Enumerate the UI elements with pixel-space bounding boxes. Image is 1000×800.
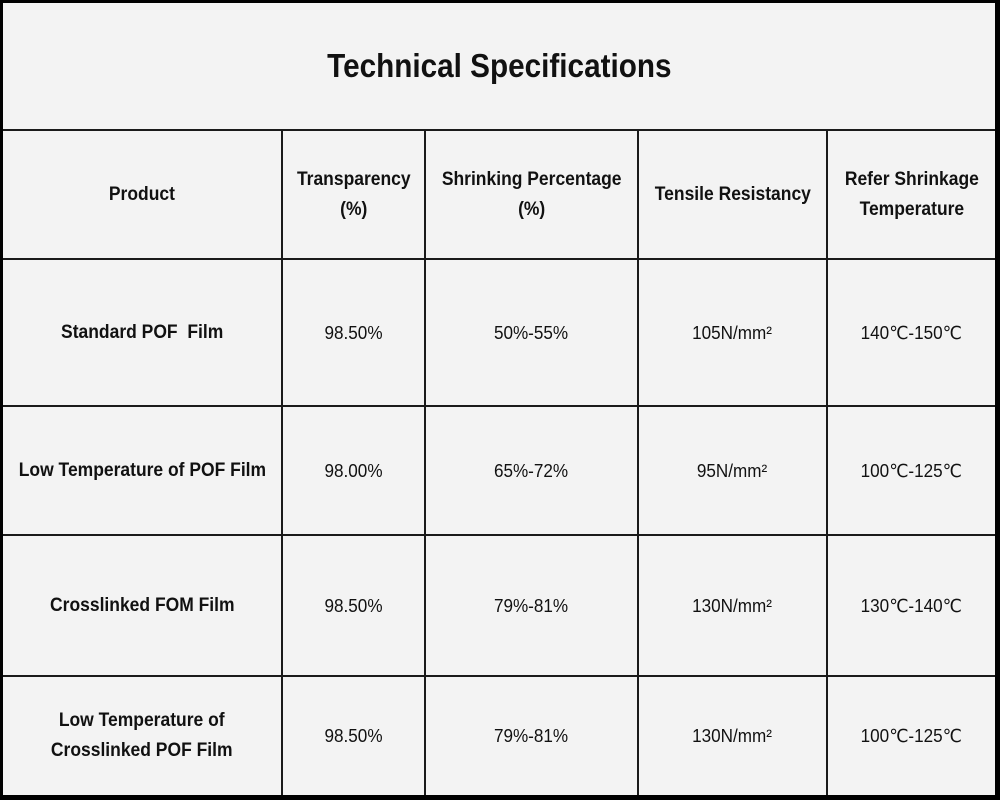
table-cell-temperature: 140℃-150℃ <box>860 322 963 343</box>
table-cell-tensile: 130N/mm² <box>692 726 773 746</box>
table-cell-temperature: 100℃-125℃ <box>860 726 963 746</box>
spec-sheet: Technical Specifications Product Transpa… <box>3 3 995 795</box>
table-cell-transparency: 98.50% <box>324 322 383 343</box>
column-divider <box>424 130 426 795</box>
column-header-tensile-resistancy: Tensile Resistancy <box>654 183 811 205</box>
table-row-product: Crosslinked FOM Film <box>49 594 235 616</box>
row-divider <box>3 675 995 677</box>
header-row-divider <box>3 258 995 260</box>
table-row-product: Standard POF Film <box>60 321 224 343</box>
table-row-product: Low Temperature of POF Film <box>18 459 266 481</box>
column-header-transparency: Transparency (%) <box>296 168 411 220</box>
column-header-shrinking-percentage: Shrinking Percentage (%) <box>441 168 622 220</box>
row-divider <box>3 534 995 536</box>
table-cell-tensile: 105N/mm² <box>692 322 773 343</box>
row-divider <box>3 405 995 407</box>
table-top-border <box>3 129 995 131</box>
table-cell-tensile: 130N/mm² <box>692 595 773 616</box>
table-cell-shrinking: 50%-55% <box>494 322 569 343</box>
table-cell-shrinking: 79%-81% <box>494 595 569 616</box>
table-cell-transparency: 98.00% <box>324 460 383 481</box>
table-cell-shrinking: 79%-81% <box>494 726 569 746</box>
table-cell-shrinking: 65%-72% <box>494 460 569 481</box>
column-divider <box>281 130 283 795</box>
table-cell-transparency: 98.50% <box>324 726 383 746</box>
table-row-product: Low Temperature of Crosslinked POF Film <box>51 710 233 761</box>
table-cell-temperature: 100℃-125℃ <box>860 460 963 481</box>
table-cell-temperature: 130℃-140℃ <box>860 595 963 616</box>
title-band: Technical Specifications <box>3 3 995 129</box>
column-divider <box>826 130 828 795</box>
table-cell-transparency: 98.50% <box>324 595 383 616</box>
column-header-shrinkage-temperature: Refer Shrinkage Temperature <box>844 168 979 220</box>
column-divider <box>637 130 639 795</box>
page-title: Technical Specifications <box>326 47 672 84</box>
table-cell-tensile: 95N/mm² <box>697 460 768 481</box>
column-header-product: Product <box>108 183 176 205</box>
